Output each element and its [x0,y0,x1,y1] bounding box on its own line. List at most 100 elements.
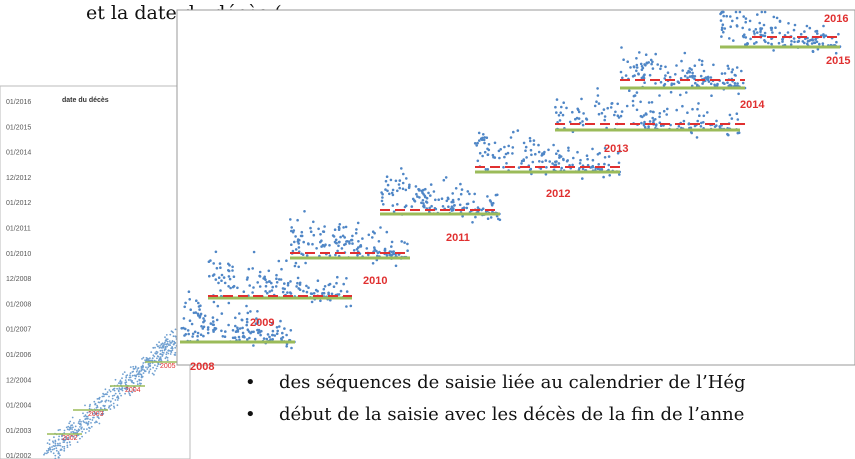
point [506,151,510,155]
point [66,441,69,444]
point [151,357,154,360]
point [169,350,171,352]
point [71,428,73,430]
point [790,39,793,43]
point [342,226,345,229]
point [125,375,128,377]
y-axis-label: 01/2010 [6,251,31,258]
point [232,284,236,288]
point [149,368,152,371]
point [445,199,449,203]
point [337,225,341,229]
point [245,317,249,321]
point [477,131,481,135]
point [335,281,338,285]
point [256,310,259,313]
point [606,106,609,110]
point [811,50,815,53]
point [217,281,220,285]
point [258,270,262,274]
point [392,250,396,253]
point [170,330,173,333]
point [635,66,639,69]
point [645,61,649,65]
point [169,342,172,344]
point [53,448,56,450]
point [685,91,688,94]
point [136,383,139,386]
point [332,285,336,289]
point [305,254,309,257]
y-axis-label: 01/2002 [6,453,31,459]
point [320,245,323,248]
point [88,430,90,432]
point [86,417,88,420]
point [357,240,360,243]
point [293,240,296,244]
point [264,290,267,293]
point [421,191,424,194]
point [483,150,487,154]
year-label: 2008 [190,361,214,373]
point [723,72,727,75]
point [85,415,88,418]
point [410,205,414,208]
point [603,146,607,150]
y-axis-label: 12/2012 [6,175,31,182]
point [294,235,297,238]
point [48,439,51,441]
point [327,292,330,296]
point [665,113,668,116]
point [164,336,166,339]
point [275,281,279,284]
point [339,289,343,293]
point [227,301,231,305]
point [77,430,80,433]
point [311,242,314,246]
point [760,10,764,14]
point [212,273,216,276]
point [720,35,723,38]
point [57,452,60,455]
point [651,110,655,114]
point [498,218,502,222]
point [120,382,123,385]
point [556,121,559,124]
point [772,15,776,19]
point [384,179,388,183]
point [333,228,337,231]
point [639,100,642,104]
point [517,166,521,169]
point [121,377,123,380]
point [152,366,155,369]
point [679,93,682,97]
point [221,335,225,338]
point [385,254,389,257]
point [121,387,124,389]
point [545,166,548,169]
point [197,301,200,305]
point [241,326,244,330]
point [202,325,206,329]
point [160,347,163,349]
point [97,401,100,404]
point [644,53,648,56]
point [582,112,585,115]
point [51,448,54,451]
point [434,207,438,211]
point [783,34,787,37]
point [266,333,270,336]
point [307,242,310,245]
point [329,298,332,302]
point [524,145,528,149]
point [373,231,376,235]
point [171,340,174,342]
point [166,345,169,348]
point [580,97,583,101]
point [233,336,237,339]
point [778,19,782,23]
point [140,368,143,370]
point [471,221,474,224]
point [696,119,699,123]
point [476,206,480,209]
